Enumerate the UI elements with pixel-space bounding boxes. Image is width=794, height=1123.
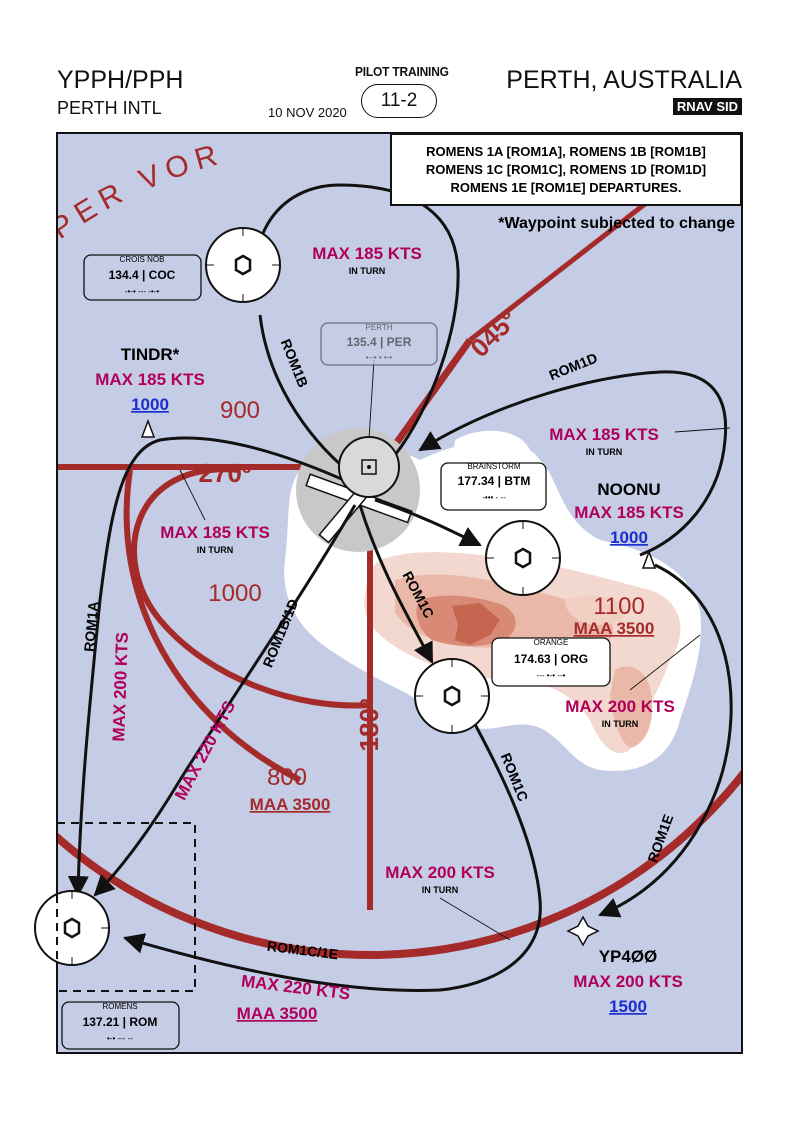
tindr-alt: 1000 [131, 395, 169, 414]
vor-crois-symbol [205, 227, 281, 303]
title-box: ROMENS 1A [ROM1A], ROMENS 1B [ROM1B] ROM… [390, 133, 742, 206]
msa-nw: 900 [220, 397, 260, 424]
leader-lines [179, 359, 731, 941]
title-line-1: ROMENS 1A [ROM1A], ROMENS 1B [ROM1B] [426, 144, 706, 159]
restriction-top-sub: IN TURN [349, 266, 386, 276]
noonu-name: NOONU [597, 480, 660, 499]
waypoint-tindr: TINDR* MAX 185 KTS 1000 [95, 345, 205, 414]
crois-morse: -•-• --- -•-• [125, 287, 159, 296]
orange-freq: 174.63 | ORG [514, 652, 588, 666]
yp400-name: YP4ØØ [599, 947, 658, 966]
city-name: PERTH, AUSTRALIA [506, 66, 742, 94]
radial-180-label: 180º [354, 698, 384, 751]
flight-paths [67, 183, 733, 992]
orange-name: ORANGE [534, 638, 569, 647]
page-number: 11-2 [361, 84, 437, 118]
noonu-waypoint-icon [641, 549, 657, 569]
title-line-2: ROMENS 1C [ROM1C], ROMENS 1D [ROM1D] [426, 162, 706, 177]
msa-e-maa: MAA 3500 [574, 619, 655, 638]
vor-romens-symbol [34, 890, 110, 966]
noonu-alt: 1000 [610, 528, 648, 547]
crois-name: CROIS NÔB [120, 255, 165, 264]
restriction-rom1d: MAX 185 KTS IN TURN [549, 425, 659, 457]
vor-noonu-symbol [485, 520, 561, 596]
orange-morse: --- •-• --• [537, 671, 566, 680]
radial-045-line-outer [468, 198, 652, 342]
msa-s-maa: MAA 3500 [250, 795, 331, 814]
chart-date: 10 NOV 2020 [268, 105, 347, 120]
waypoint-note: *Waypoint subjected to change [498, 215, 735, 232]
path-rom1d [418, 370, 728, 557]
path-rom1b [243, 183, 460, 456]
restriction-west-sub: IN TURN [197, 545, 234, 555]
brainstorm-morse: -••• - -- [482, 493, 506, 502]
brainstorm-freq: 177.34 | BTM [458, 474, 531, 488]
airport-name: PERTH INTL [57, 98, 162, 118]
rom1a-leg-speed: MAX 200 KTS [109, 632, 132, 742]
route-label-rom1a: ROM1A [81, 601, 101, 653]
rom1c1e-maa: MAA 3500 [237, 1004, 318, 1023]
yp400-speed: MAX 200 KTS [573, 972, 683, 991]
perth-freq: 135.4 | PER [347, 335, 412, 349]
msa-s: 800 [267, 764, 307, 791]
romens-name: ROMENS [102, 1002, 137, 1011]
perth-name: PERTH [366, 323, 393, 332]
airport-icao: YPPH/PPH [57, 66, 184, 94]
restriction-rom1d-speed: MAX 185 KTS [549, 425, 659, 444]
restriction-east: MAX 200 KTS IN TURN [565, 697, 675, 729]
restriction-east-sub: IN TURN [602, 719, 639, 729]
title-line-3: ROMENS 1E [ROM1E] DEPARTURES. [451, 180, 682, 195]
restriction-west: MAX 185 KTS IN TURN [160, 523, 270, 555]
vor-perth-symbol [338, 436, 400, 498]
path-rom1c [358, 504, 434, 664]
perth-morse: •--• • •-• [366, 353, 393, 362]
msa-e: 1100 [593, 593, 645, 620]
brainstorm-name: BRAINSTORM [467, 462, 521, 471]
tindr-name: TINDR* [121, 345, 180, 364]
msa-arcs [123, 466, 371, 783]
romens-freq: 137.21 | ROM [83, 1015, 158, 1029]
tindr-waypoint-icon [140, 418, 156, 438]
yp400-alt: 1500 [609, 997, 647, 1016]
restriction-west-speed: MAX 185 KTS [160, 523, 270, 542]
path-rom1a [67, 436, 356, 898]
path-rom1bd [93, 504, 357, 897]
restriction-south-sub: IN TURN [422, 885, 459, 895]
chart-series: PILOT TRAINING [355, 64, 449, 79]
vor-orange-symbol [414, 658, 490, 734]
navaid-box-perth: PERTH 135.4 | PER •--• • •-• [320, 322, 438, 366]
noonu-speed: MAX 185 KTS [574, 503, 684, 522]
restriction-south-speed: MAX 200 KTS [385, 863, 495, 882]
restriction-south: MAX 200 KTS IN TURN [385, 863, 495, 895]
restriction-top: MAX 185 KTS IN TURN [312, 244, 422, 276]
radial-270-label: 270º [199, 458, 252, 488]
msa-w: 1000 [208, 580, 261, 607]
procedure-type-badge: RNAV SID [672, 98, 742, 115]
navaid-box-crois: CROIS NÔB 134.4 | COC -•-• --- -•-• [83, 254, 202, 301]
romens-morse: •-• --- -- [107, 1034, 133, 1043]
navaid-box-romens: ROMENS 137.21 | ROM •-• --- -- [61, 1001, 180, 1050]
yp400-waypoint-icon [566, 915, 600, 947]
navaid-box-orange: ORANGE 174.63 | ORG --- •-• --• [491, 637, 611, 687]
waypoint-yp400: YP4ØØ MAX 200 KTS 1500 [573, 947, 683, 1016]
restriction-top-speed: MAX 185 KTS [312, 244, 422, 263]
restriction-east-speed: MAX 200 KTS [565, 697, 675, 716]
path-rom1c1e [122, 714, 542, 992]
crois-freq: 134.4 | COC [109, 268, 176, 282]
path-to-noonu [374, 498, 482, 547]
restriction-rom1d-sub: IN TURN [586, 447, 623, 457]
per-vor-ring [57, 133, 742, 959]
waypoint-noonu: NOONU MAX 185 KTS 1000 [574, 480, 684, 547]
tindr-speed: MAX 185 KTS [95, 370, 205, 389]
navaid-box-brainstorm: BRAINSTORM 177.34 | BTM -••• - -- [440, 462, 547, 511]
path-rom1e [598, 563, 733, 918]
